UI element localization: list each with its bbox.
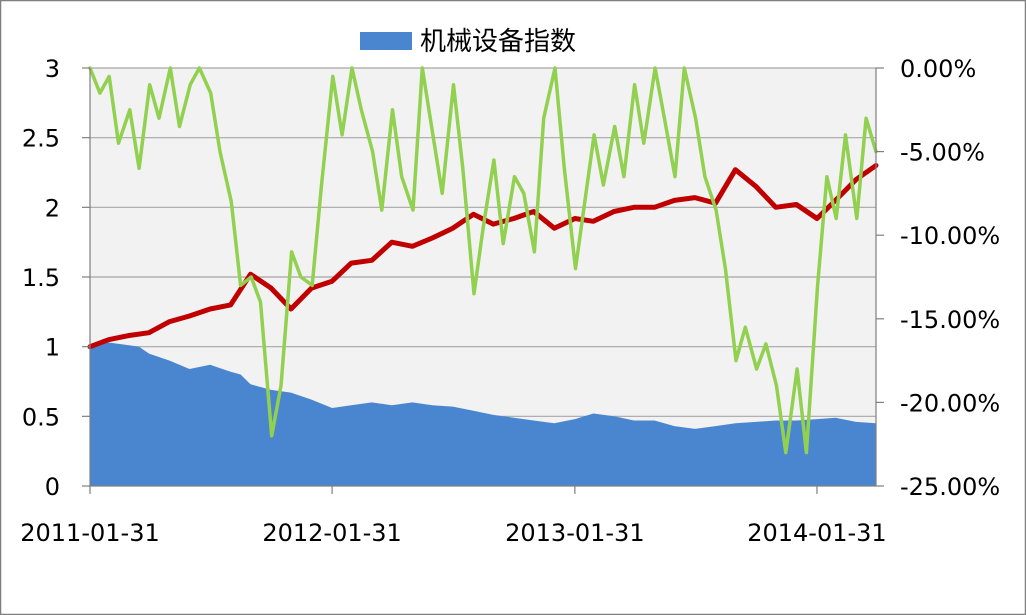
y-left-tick-label: 0.5 bbox=[22, 403, 60, 431]
x-tick-label: 2012-01-31 bbox=[262, 519, 401, 547]
x-tick-label: 2014-01-31 bbox=[747, 519, 886, 547]
x-tick-label: 2011-01-31 bbox=[20, 519, 159, 547]
y-right-tick-label: -15.00% bbox=[900, 306, 1000, 334]
y-left-tick-label: 3 bbox=[45, 55, 60, 83]
y-left-tick-label: 2.5 bbox=[22, 125, 60, 153]
y-left-tick-label: 1.5 bbox=[22, 264, 60, 292]
legend-swatch bbox=[360, 32, 412, 50]
series-layer bbox=[87, 66, 879, 486]
y-right-tick-label: -10.00% bbox=[900, 222, 1000, 250]
y-right-tick-label: 0.00% bbox=[900, 55, 976, 83]
y-left-tick-label: 0 bbox=[45, 473, 60, 501]
y-right-tick-label: -20.00% bbox=[900, 389, 1000, 417]
y-left-tick-label: 1 bbox=[45, 334, 60, 362]
legend: 机械设备指数 bbox=[360, 27, 576, 57]
legend-label: 机械设备指数 bbox=[420, 27, 576, 57]
series-line-2 bbox=[88, 66, 878, 455]
y-left-tick-label: 2 bbox=[45, 194, 60, 222]
gridlines bbox=[90, 67, 876, 417]
y-right-tick-label: -5.00% bbox=[900, 139, 985, 167]
series-area-0 bbox=[90, 342, 876, 486]
axes: 0 0.5 1 1.5 2 2.5 3 0.00% -5.00% -10.00% -15.00% -2… bbox=[20, 55, 1000, 547]
x-tick-label: 2013-01-31 bbox=[505, 519, 644, 547]
y-right-tick-label: -25.00% bbox=[900, 473, 1000, 501]
